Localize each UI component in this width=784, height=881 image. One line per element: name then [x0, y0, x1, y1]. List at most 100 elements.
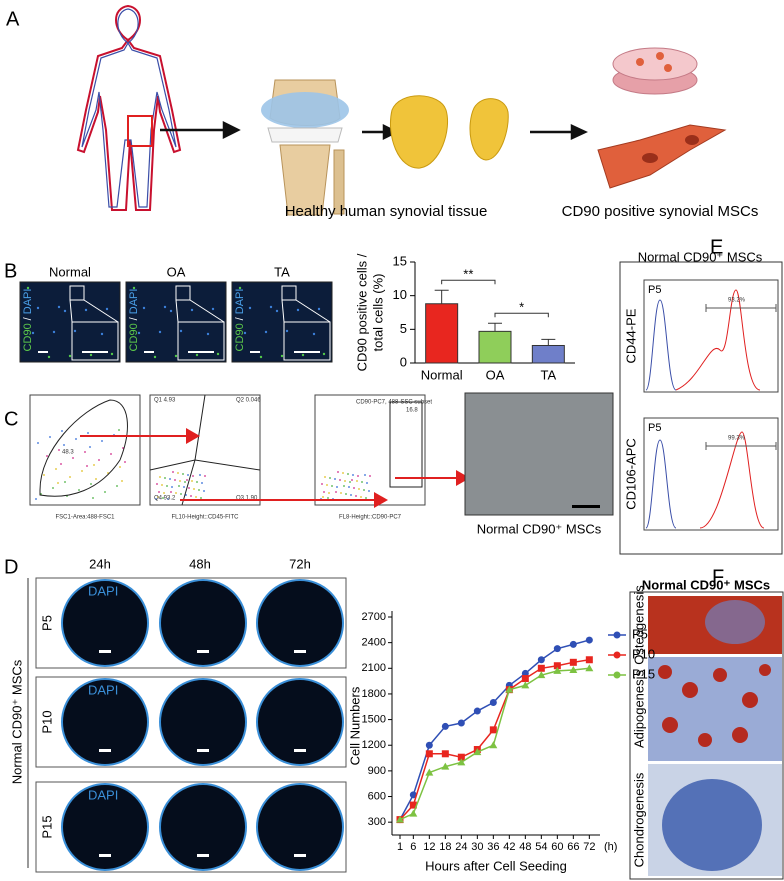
error-bar — [434, 289, 449, 304]
event-dot — [180, 493, 182, 495]
point — [473, 748, 482, 756]
point — [441, 722, 449, 730]
point — [409, 801, 417, 809]
flow-group: FSC1-Area:488-FSC1 FL10-Height::CD45-FITC… — [29, 394, 470, 521]
event-dot — [170, 491, 172, 493]
event-dot — [198, 489, 200, 491]
event-dot — [84, 451, 86, 453]
nucleus-dot — [153, 355, 157, 359]
event-dot — [344, 480, 346, 482]
event-dot — [331, 485, 333, 487]
y-tick-label: 600 — [368, 790, 386, 802]
group-label: OA — [167, 264, 186, 279]
error-bar — [488, 322, 502, 332]
nucleus-dot — [269, 305, 273, 309]
significance-bracket — [494, 312, 549, 318]
scale-bar — [197, 854, 209, 857]
event-dot — [93, 464, 95, 466]
well — [159, 579, 247, 667]
nucleus-dot — [36, 306, 40, 310]
point — [553, 662, 561, 670]
nucleus-dot — [296, 308, 300, 312]
nucleus-dot — [206, 332, 210, 336]
panel-label: A — [6, 8, 20, 30]
point — [457, 758, 466, 766]
event-dot — [365, 497, 367, 499]
nucleus-dot — [259, 355, 263, 359]
well — [256, 783, 344, 871]
event-dot — [190, 495, 192, 497]
event-dot — [348, 486, 350, 488]
event-dot — [60, 463, 62, 465]
event-dot — [343, 485, 345, 487]
y-tick-label: 900 — [368, 765, 386, 777]
point — [441, 762, 450, 770]
event-dot — [199, 474, 201, 476]
legend-swatch — [613, 631, 621, 639]
stained-curve — [675, 289, 761, 391]
x-tick-label: 1 — [397, 841, 403, 853]
passage-label: P15 — [39, 815, 54, 838]
event-dot — [158, 491, 160, 493]
x-tick-label: 36 — [487, 841, 499, 853]
inset-line — [69, 299, 73, 323]
y-axis-label: total cells (%) — [370, 273, 385, 351]
event-dot — [357, 475, 359, 477]
histogram — [643, 279, 779, 393]
event-dot — [61, 430, 63, 432]
event-dot — [201, 482, 203, 484]
group-label: TA — [274, 264, 290, 279]
point — [521, 681, 530, 689]
nucleus-dot — [238, 286, 242, 290]
nucleus-dot — [105, 307, 109, 311]
nucleus-dot — [243, 331, 247, 335]
inset-line — [295, 299, 331, 323]
x-tick-label: 6 — [410, 841, 416, 853]
scale-bar — [197, 650, 209, 653]
stain-nucleus: DAPI — [22, 289, 34, 315]
event-dot — [349, 481, 351, 483]
panel-label: E — [710, 236, 723, 258]
time-label: 48h — [189, 556, 211, 571]
x-tick-label: 48 — [519, 841, 531, 853]
legend-label: P15 — [632, 666, 655, 681]
stain-sep: / — [234, 316, 246, 320]
scale-bar — [38, 351, 48, 353]
chondro-detail — [662, 779, 762, 871]
x-tick-label: 66 — [567, 841, 579, 853]
event-dot — [164, 477, 166, 479]
significance-bracket — [441, 279, 496, 285]
stain-label: DAPI — [88, 787, 118, 802]
scale-bar — [197, 749, 209, 752]
legend-label: P10 — [632, 646, 655, 661]
y-tick-label: 1500 — [362, 713, 386, 725]
event-dot — [183, 486, 185, 488]
inset — [71, 321, 119, 361]
gate — [389, 401, 423, 488]
well — [61, 783, 149, 871]
scale-bar — [572, 505, 600, 508]
stain-label: CD90 /DAPI — [128, 289, 140, 352]
arrowhead — [374, 492, 388, 508]
event-dot — [352, 474, 354, 476]
scale-bar — [294, 854, 306, 857]
nucleus-dot — [84, 308, 88, 312]
point — [489, 741, 498, 749]
event-dot — [119, 466, 121, 468]
stain-sep: / — [22, 316, 34, 320]
event-dot — [340, 492, 342, 494]
dapi-group: 24h 48h 72h P5 DAPI P10 DAPI P15 DAPI — [35, 556, 347, 873]
event-dot — [185, 494, 187, 496]
nucleus-dot — [169, 309, 173, 313]
gate-bar — [705, 442, 777, 450]
well — [61, 579, 149, 667]
row-title: Normal CD90⁺ MSCs — [9, 659, 24, 784]
x-tick-label: 24 — [455, 841, 467, 853]
gate-label: Q2 0.046 — [236, 398, 261, 404]
arrowhead — [456, 470, 470, 486]
gate-label: Q3 1.90 — [236, 496, 258, 502]
event-dot — [155, 498, 157, 500]
event-dot — [192, 475, 194, 477]
event-dot — [171, 486, 173, 488]
point — [489, 726, 497, 734]
